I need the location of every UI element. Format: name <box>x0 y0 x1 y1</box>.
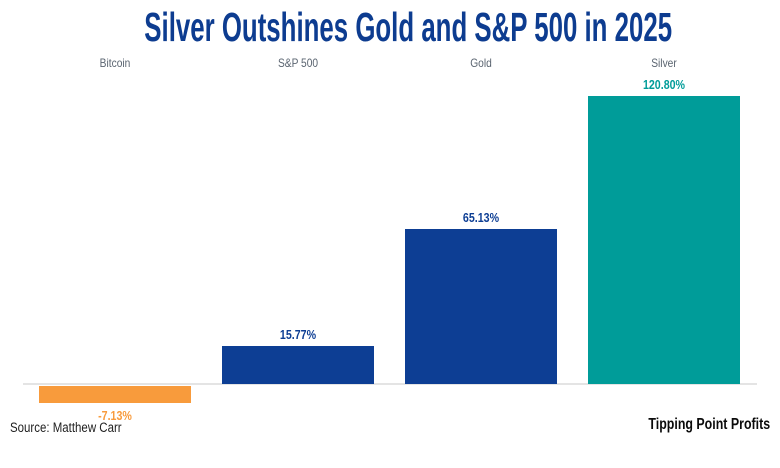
bar <box>39 386 191 403</box>
bar-group-bitcoin: Bitcoin -7.13% <box>39 0 191 468</box>
bar-group-sp500: S&P 500 15.77% <box>222 0 374 468</box>
x-axis-baseline <box>23 383 757 385</box>
bar <box>405 228 557 384</box>
value-label: 15.77% <box>279 327 317 343</box>
category-label: Silver <box>651 56 677 70</box>
chart-title: Silver Outshines Gold and S&P 500 in 202… <box>144 4 673 50</box>
value-label: 120.80% <box>642 77 686 93</box>
source-note: Source: Matthew Carr <box>10 420 122 435</box>
category-label: S&P 500 <box>277 56 319 70</box>
bar <box>222 346 374 384</box>
brand-text: Tipping Point Profits <box>648 416 770 433</box>
bar-group-gold: Gold 65.13% <box>405 0 557 468</box>
bar <box>588 96 740 384</box>
value-label: 65.13% <box>462 209 500 225</box>
category-label: Bitcoin <box>99 56 131 70</box>
category-label: Gold <box>470 56 492 70</box>
bar-group-silver: Silver 120.80% <box>588 0 740 468</box>
